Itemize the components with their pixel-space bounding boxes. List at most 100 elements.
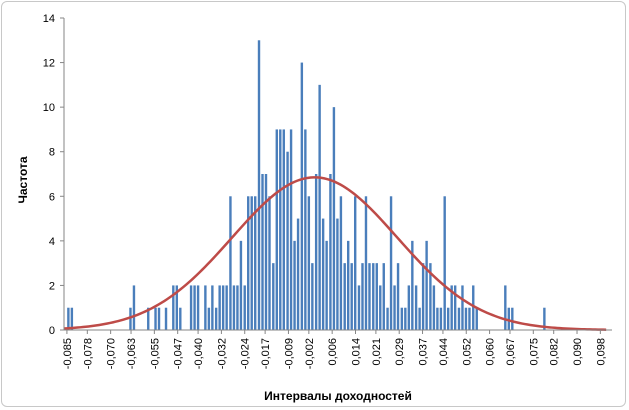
y-tick-label: 2 bbox=[49, 280, 55, 292]
histogram-bar bbox=[254, 196, 257, 330]
histogram-bar bbox=[461, 285, 464, 330]
y-tick-label: 12 bbox=[43, 58, 55, 70]
histogram-bar bbox=[311, 263, 314, 330]
y-tick-label: 10 bbox=[43, 102, 55, 114]
histogram-bar bbox=[453, 285, 457, 330]
histogram-bar bbox=[175, 285, 179, 330]
x-tick-label: 0,014 bbox=[350, 338, 362, 366]
histogram-bar bbox=[282, 129, 285, 330]
histogram-bar bbox=[147, 307, 150, 330]
histogram-bar bbox=[425, 240, 428, 330]
histogram-bar bbox=[357, 285, 361, 330]
histogram-bar bbox=[204, 285, 207, 330]
histogram-bar bbox=[364, 196, 368, 330]
histogram-bar bbox=[339, 196, 343, 330]
y-axis-title: Частота bbox=[16, 156, 30, 203]
histogram-bar bbox=[261, 174, 264, 330]
histogram-bar bbox=[214, 307, 218, 330]
histogram-bar bbox=[400, 307, 404, 330]
y-tick-label: 4 bbox=[49, 236, 55, 248]
x-tick-label: -0,017 bbox=[260, 338, 272, 369]
x-tick-label: 0,021 bbox=[371, 338, 383, 366]
histogram-bar bbox=[164, 307, 168, 330]
histogram-bar bbox=[396, 263, 400, 330]
x-axis-ticks: -0,085 -0,078 -0,070 -0,063 -0,055 -0,047 -0,0… bbox=[62, 330, 607, 369]
x-tick-label: 0,052 bbox=[461, 338, 473, 366]
histogram-bar bbox=[472, 285, 475, 330]
x-tick-label: 0,029 bbox=[394, 338, 406, 366]
histogram-bar bbox=[218, 285, 221, 330]
x-tick-label: 0,082 bbox=[549, 338, 561, 366]
histogram-bar bbox=[225, 285, 228, 330]
x-tick-label: -0,070 bbox=[106, 338, 118, 369]
histogram-bar bbox=[243, 285, 246, 330]
histogram-bar bbox=[457, 307, 461, 330]
histogram-bar bbox=[193, 285, 196, 330]
x-tick-label: -0,024 bbox=[240, 338, 252, 369]
histogram-bar bbox=[257, 40, 261, 331]
histogram-bar bbox=[67, 307, 70, 330]
x-tick-label: -0,078 bbox=[82, 338, 94, 369]
histogram-bar bbox=[414, 285, 418, 330]
histogram-bar bbox=[421, 263, 425, 330]
x-tick-label: 0,060 bbox=[485, 338, 497, 366]
histogram-bar bbox=[221, 285, 225, 330]
histogram-bars bbox=[67, 40, 546, 331]
histogram-bar bbox=[443, 196, 446, 330]
x-tick-label: 0,090 bbox=[572, 338, 584, 366]
histogram-bar bbox=[247, 196, 250, 330]
histogram-bar bbox=[507, 307, 511, 330]
x-tick-label: -0,047 bbox=[173, 338, 185, 369]
histogram-bar bbox=[232, 285, 236, 330]
histogram-bar bbox=[361, 263, 364, 330]
histogram-bar bbox=[132, 285, 136, 330]
y-tick-label: 8 bbox=[49, 147, 55, 159]
histogram-bar bbox=[347, 240, 350, 330]
histogram-bar bbox=[286, 151, 289, 330]
x-tick-label: -0,055 bbox=[149, 338, 161, 369]
histogram-bar bbox=[154, 307, 157, 330]
histogram-bar bbox=[189, 285, 193, 330]
histogram-bar bbox=[446, 307, 450, 330]
x-tick-label: 0,098 bbox=[595, 338, 607, 366]
histogram-bar bbox=[272, 263, 275, 330]
histogram-bar bbox=[368, 263, 371, 330]
x-tick-label: -0,002 bbox=[304, 338, 316, 369]
x-tick-label: -0,032 bbox=[216, 338, 228, 369]
x-tick-label: -0,040 bbox=[193, 338, 205, 369]
histogram-bar bbox=[229, 196, 232, 330]
histogram-bar bbox=[404, 307, 407, 330]
histogram-bar bbox=[304, 129, 307, 330]
histogram-bar bbox=[250, 196, 253, 330]
histogram-bar bbox=[350, 263, 353, 330]
histogram-bar bbox=[450, 285, 453, 330]
histogram-bar bbox=[475, 307, 478, 330]
x-tick-label: -0,063 bbox=[126, 338, 138, 369]
histogram-bar bbox=[211, 285, 214, 330]
histogram-bar bbox=[236, 285, 239, 330]
x-tick-label: 0,075 bbox=[528, 338, 540, 366]
histogram-bar bbox=[293, 240, 296, 330]
histogram-bar bbox=[436, 307, 439, 330]
histogram-bar bbox=[386, 307, 389, 330]
histogram-bar bbox=[375, 263, 378, 330]
histogram-bar bbox=[411, 240, 414, 330]
histogram-bar bbox=[264, 174, 268, 330]
histogram-bar bbox=[393, 285, 396, 330]
histogram-bar bbox=[511, 307, 514, 330]
histogram-bar bbox=[300, 62, 304, 330]
y-tick-label: 6 bbox=[49, 191, 55, 203]
histogram-bar bbox=[157, 307, 161, 330]
histogram-bar bbox=[207, 307, 211, 330]
histogram-bar bbox=[196, 285, 200, 330]
histogram-bar bbox=[468, 307, 471, 330]
histogram-bar bbox=[407, 285, 411, 330]
histogram-bar bbox=[336, 218, 339, 330]
histogram-bar bbox=[279, 129, 282, 330]
histogram-bar bbox=[372, 263, 375, 330]
histogram-bar bbox=[307, 196, 311, 330]
histogram-bar bbox=[439, 307, 443, 330]
histogram-bar bbox=[389, 196, 393, 330]
histogram-bar bbox=[332, 107, 336, 331]
